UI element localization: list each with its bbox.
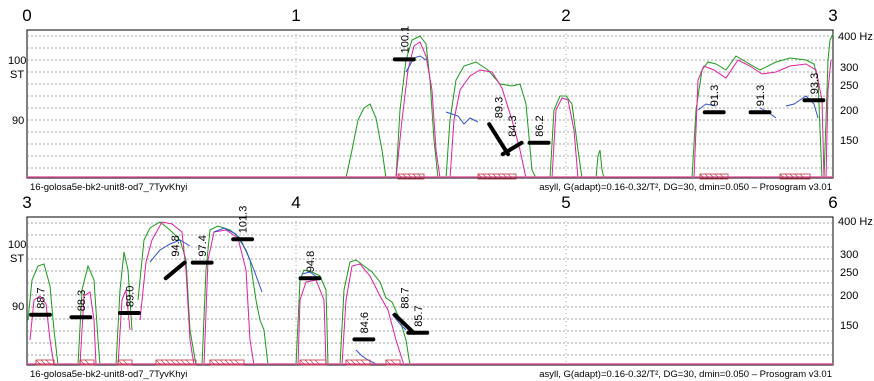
nucleus-label-1-6: 93.3 — [809, 73, 821, 94]
params-label: asyll, G(adapt)=0.16-0.32/T², DG=30, dmi… — [539, 369, 832, 380]
hz-tick-400: 400 Hz — [838, 216, 873, 228]
nucleus-label-2-0: 88.7 — [35, 287, 47, 308]
nuclei-labels-2: 88.7 88.3 89.094.8 97.4101.394.884.688.785.… — [35, 206, 424, 334]
st-tick-90: 90 — [12, 115, 24, 127]
nucleus-1-2 — [500, 140, 524, 157]
f0-curve — [405, 55, 819, 125]
nucleus-label-2-1: 88.3 — [76, 290, 88, 311]
pitch-curve — [395, 41, 832, 179]
nucleus-label-1-0: 100.1 — [399, 26, 411, 54]
hz-tick-250: 250 — [840, 267, 858, 279]
f0-curve — [149, 227, 407, 365]
plot-frame — [26, 29, 834, 179]
nucleus-label-1-2: 84.3 — [507, 115, 519, 136]
hz-tick-150: 150 — [840, 135, 858, 147]
nuclei-group-1 — [392, 57, 826, 157]
hz-tick-300: 300 — [840, 249, 858, 261]
top-tick-0: 0 — [22, 6, 31, 25]
nucleus-label-1-3: 86.2 — [534, 115, 546, 136]
top-tick-2: 2 — [561, 6, 570, 25]
nucleus-2-3 — [163, 260, 187, 281]
nucleus-label-2-8: 88.7 — [399, 287, 411, 308]
nucleus-2-8 — [392, 312, 416, 335]
panel-1: 0 1 2 3 100 ST 90 400 — [8, 6, 873, 193]
vertical-tick-lines — [295, 217, 567, 365]
nucleus-label-2-4: 97.4 — [197, 235, 209, 256]
st-unit: ST — [10, 253, 24, 265]
nucleus-label-1-5: 91.3 — [755, 85, 767, 106]
top-tick-6: 6 — [828, 193, 837, 212]
st-tick-90: 90 — [12, 301, 24, 313]
file-label: 16-golosa5e-bk2-unit8-od7_7TyvKhyi — [30, 182, 187, 193]
plot-frame — [26, 216, 834, 366]
hz-tick-400: 400 Hz — [838, 31, 873, 43]
st-unit: ST — [10, 69, 24, 81]
top-tick-3: 3 — [828, 6, 837, 25]
nuclei-group-2 — [29, 237, 430, 342]
st-tick-100: 100 — [8, 55, 26, 67]
top-tick-5: 5 — [561, 193, 570, 212]
file-label: 16-golosa5e-bk2-unit8-od7_7TyvKhyi — [30, 369, 187, 380]
nucleus-label-2-5: 101.3 — [238, 206, 250, 234]
pitch-curve — [29, 221, 405, 366]
syllable-bands — [27, 173, 833, 180]
panel-2: 3 4 5 6 100 ST 90 400 Hz 300 250 2 — [8, 193, 873, 380]
nucleus-1-1 — [487, 122, 511, 157]
syllable-bands — [27, 359, 833, 366]
nucleus-label-2-3: 94.8 — [170, 235, 182, 256]
hz-tick-300: 300 — [840, 62, 858, 74]
nucleus-label-2-9: 85.7 — [413, 305, 425, 326]
top-tick-4: 4 — [291, 193, 300, 212]
grid-lines — [27, 222, 833, 356]
hz-tick-150: 150 — [840, 320, 858, 332]
top-tick-3b: 3 — [22, 193, 31, 212]
nuclei-labels-1: 100.1 89.384.3 86.2 91.3 91.3 93.3 — [399, 26, 821, 137]
nucleus-label-1-4: 91.3 — [709, 85, 721, 106]
nucleus-label-2-2: 89.0 — [124, 286, 136, 307]
params-label: asyll, G(adapt)=0.16-0.32/T², DG=30, dmi… — [539, 182, 832, 193]
top-tick-1: 1 — [291, 6, 300, 25]
hz-tick-200: 200 — [840, 105, 858, 117]
intensity-curve — [345, 33, 834, 179]
vertical-tick-lines — [295, 30, 567, 178]
st-tick-100: 100 — [8, 239, 26, 251]
nucleus-label-2-6: 94.8 — [305, 251, 317, 272]
hz-tick-200: 200 — [840, 290, 858, 302]
nucleus-label-1-1: 89.3 — [494, 97, 506, 118]
hz-tick-250: 250 — [840, 80, 858, 92]
nucleus-label-2-7: 84.6 — [359, 312, 371, 333]
